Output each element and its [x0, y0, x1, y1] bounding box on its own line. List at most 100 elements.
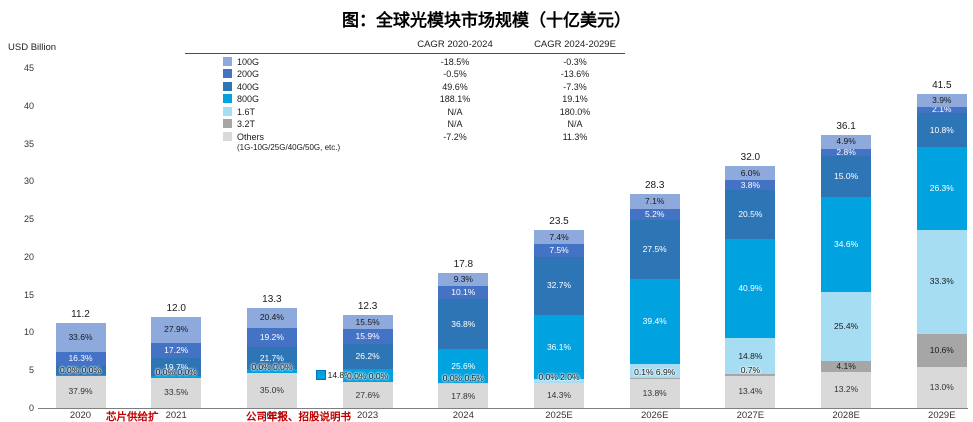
bar-segment-1.6T-2025E	[534, 379, 584, 383]
bar-total-label-2023: 12.3	[357, 301, 378, 313]
cagr-2020-2024-200G: -0.5%	[443, 69, 467, 79]
bar-segment-Others-2024	[438, 384, 489, 408]
chart-title: 图：全球光模块市场规模（十亿美元）	[342, 11, 631, 30]
bar-small-labels-2025E: 0.0% 2.0%	[538, 371, 580, 382]
bar-segment-1.6T-2029E	[916, 229, 967, 334]
x-axis-label-2024: 2024	[452, 410, 474, 421]
y-axis-tick-10: 10	[23, 327, 34, 338]
cagr-legend-table: CAGR 2020-2024 CAGR 2024-2029E 100G -18.5…	[185, 39, 625, 152]
y-axis-tick-30: 30	[23, 176, 34, 187]
bar-segment-Others-2027E	[725, 375, 776, 408]
legend-name-cell-Others: Others (1G-10G/25G/40G/50G, etc.)	[185, 131, 385, 152]
bar-segment-400G-2022	[246, 347, 297, 370]
cagr-2024-2029e-800G: 19.1%	[562, 94, 588, 104]
bar-segment-800G-2020	[55, 375, 106, 376]
legend-name-cell-400G: 400G	[185, 81, 385, 92]
legend-swatch-Others	[223, 131, 232, 141]
bar-segment-Others-2029E	[916, 367, 967, 408]
legend-name-cell-1.6T: 1.6T	[185, 106, 385, 117]
source-text-fragment-0: 芯片供给扩	[106, 411, 159, 422]
bar-segment-800G-2028E	[821, 197, 872, 292]
cagr-table-rows: 100G -18.5% -0.3% 200G -0.5% -13.6% 400G 49.6% -…	[185, 56, 625, 152]
x-axis-label-2025E: 2025E	[545, 410, 573, 421]
bar-segment-100G-2027E	[725, 165, 776, 181]
bar-segment-800G-2021	[151, 376, 202, 378]
bar-segment-100G-2029E	[916, 94, 967, 107]
bar-total-label-2021: 12.0	[166, 303, 186, 315]
legend-row-800G: 800G 188.1% 19.1%	[185, 94, 625, 104]
bar-total-label-2024: 17.8	[453, 259, 474, 271]
bar-segment-200G-2023	[342, 329, 393, 345]
bar-total-label-2025E: 23.5	[549, 216, 569, 228]
cagr-2020-2024-3.2T: N/A	[447, 119, 463, 129]
bar-segment-800G-2025E	[534, 314, 584, 380]
legend-label-800G: 800G	[237, 94, 260, 104]
legend-name-cell-800G: 800G	[185, 94, 385, 104]
bar-total-label-2022: 13.3	[262, 293, 282, 305]
cagr-2020-2024-400G: 49.6%	[442, 81, 468, 92]
y-axis-unit-label: USD Billion	[8, 42, 57, 53]
y-axis-tick-45: 45	[23, 63, 34, 73]
legend-name-cell-200G: 200G	[185, 69, 385, 79]
bar-segment-Others-2028E	[821, 371, 872, 408]
bar-segment-800G-2029E	[916, 147, 967, 230]
cagr-2020-2024-Others: -7.2%	[443, 131, 467, 142]
bar-segment-200G-2027E	[725, 180, 776, 190]
x-axis-label-2022: 2022	[261, 410, 283, 421]
bar-segment-Others-2026E	[629, 378, 680, 408]
bar-segment-400G-2021	[151, 358, 202, 377]
cagr-2024-2029e-Others: 11.3%	[562, 131, 588, 142]
bar-segment-200G-2022	[246, 328, 297, 348]
bar-segment-400G-2029E	[916, 113, 967, 148]
bar-segment-400G-2028E	[821, 156, 872, 198]
bar-segment-200G-2026E	[629, 209, 680, 221]
bar-segment-1.6T-2024	[438, 383, 489, 385]
bar-segment-400G-2024	[438, 299, 489, 349]
bar-segment-400G-2025E	[534, 256, 584, 315]
bar-segment-800G-2022	[246, 369, 297, 373]
legend-label-400G: 400G	[237, 81, 260, 92]
legend-label-3.2T: 3.2T	[237, 119, 256, 129]
callout-marker	[315, 370, 326, 381]
bar-total-label-2027E: 32.0	[740, 151, 761, 163]
cagr-2024-2029e-400G: -7.3%	[563, 81, 587, 92]
legend-name-cell-100G: 100G	[185, 56, 385, 67]
y-axis-tick-0: 0	[28, 403, 34, 413]
cagr-table-header: CAGR 2020-2024 CAGR 2024-2029E	[185, 39, 625, 54]
source-text-fragment-1: 公司年报、招股说明书	[246, 411, 351, 422]
bar-segment-100G-2022	[246, 307, 297, 328]
legend-swatch-3.2T	[223, 119, 232, 128]
x-axis-line	[38, 408, 968, 409]
legend-swatch-200G	[223, 69, 232, 78]
bar-total-label-2028E: 36.1	[836, 121, 856, 133]
legend-note-Others: (1G-10G/25G/40G/50G, etc.)	[237, 142, 341, 152]
x-axis-label-2027E: 2027E	[736, 410, 765, 421]
legend-label-200G: 200G	[237, 69, 260, 79]
y-axis-tick-15: 15	[23, 289, 34, 300]
bar-segment-800G-2027E	[725, 239, 776, 339]
legend-row-200G: 200G -0.5% -13.6%	[185, 69, 625, 79]
bar-segment-3.2T-2029E	[916, 334, 967, 368]
legend-row-Others: Others (1G-10G/25G/40G/50G, etc.) -7.2% 11.…	[185, 131, 625, 152]
bar-segment-1.6T-2028E	[821, 291, 872, 361]
legend-label-1.6T: 1.6T	[237, 106, 256, 117]
x-axis-label-2028E: 2028E	[832, 410, 860, 421]
legend-name-cell-3.2T: 3.2T	[185, 119, 385, 129]
legend-swatch-1.6T	[223, 106, 232, 116]
bar-segment-Others-2023	[342, 382, 393, 408]
bar-segment-400G-2020	[55, 365, 106, 376]
x-axis-label-2029E: 2029E	[928, 410, 956, 421]
legend-label-100G: 100G	[237, 56, 260, 67]
cagr-2020-2024-100G: -18.5%	[440, 56, 470, 67]
bar-segment-200G-2024	[438, 285, 489, 300]
bar-total-label-2029E: 41.5	[932, 80, 952, 92]
bar-small-labels-2020: 0.0% 0.0%	[59, 364, 102, 375]
legend-row-400G: 400G 49.6% -7.3%	[185, 81, 625, 92]
bar-segment-1.6T-2027E	[725, 338, 776, 374]
bar-segment-200G-2025E	[534, 243, 584, 257]
legend-swatch-400G	[223, 81, 232, 91]
bar-total-label-2026E: 28.3	[644, 180, 665, 192]
bar-segment-200G-2021	[151, 342, 202, 359]
y-axis-tick-5: 5	[28, 365, 34, 376]
